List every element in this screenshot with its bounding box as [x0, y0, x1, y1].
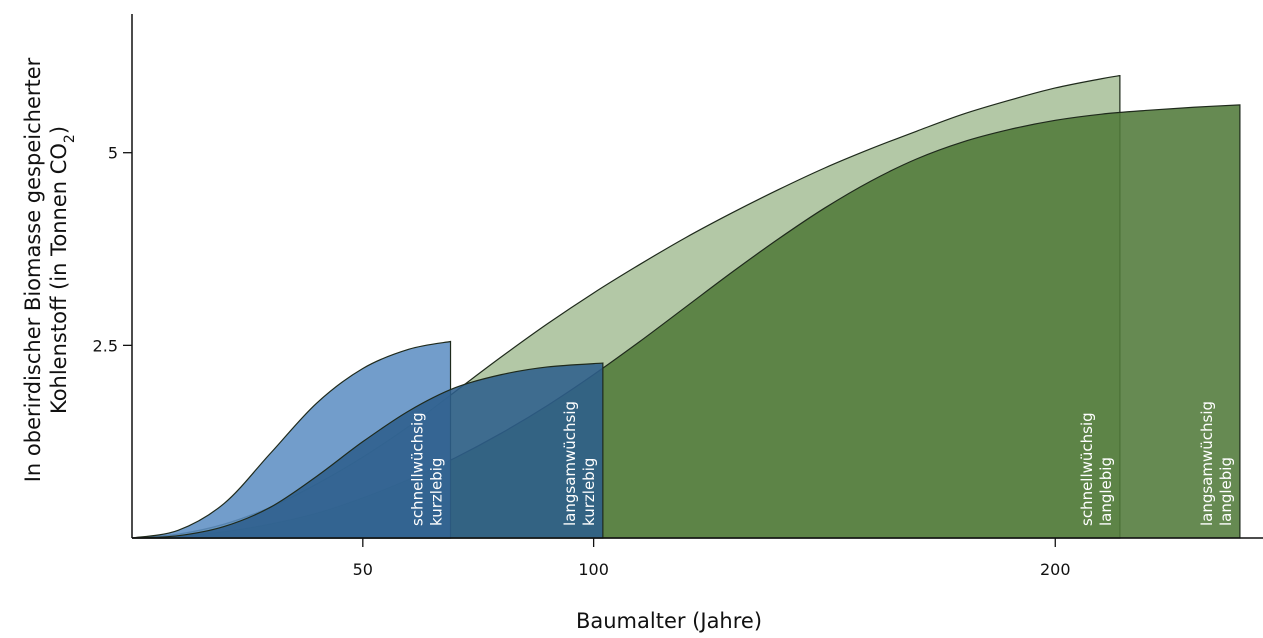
area-label-langsam-lang: langsamwüchsig langlebig	[1198, 401, 1235, 526]
ticks: 50 100 200 2.5 5	[93, 144, 1071, 579]
area-label-line1: schnellwüchsig	[1078, 412, 1096, 526]
axes	[131, 14, 1263, 539]
area-label-line2: langlebig	[1097, 457, 1115, 526]
x-tick-label: 100	[578, 560, 609, 579]
area-label-line1: langsamwüchsig	[561, 401, 579, 526]
y-axis-title-line1: In oberirdischer Biomasse gespeicherter	[21, 57, 45, 482]
area-labels: schnellwüchsig langlebig langsamwüchsig lan…	[409, 401, 1235, 526]
area-label-line2: kurzlebig	[580, 458, 598, 526]
x-tick-label: 200	[1040, 560, 1071, 579]
y-axis-title-line2: Kohlenstoff (in Tonnen CO2)	[47, 126, 78, 414]
chart-areas	[131, 74, 1241, 539]
area-label-schnell-lang: schnellwüchsig langlebig	[1078, 412, 1115, 526]
y-tick-label: 2.5	[93, 336, 118, 355]
y-axis-title: In oberirdischer Biomasse gespeicherter …	[21, 57, 78, 482]
area-label-line2: kurzlebig	[428, 458, 446, 526]
area-label-schnell-kurz: schnellwüchsig kurzlebig	[409, 412, 446, 526]
x-tick-label: 50	[353, 560, 373, 579]
area-label-line1: langsamwüchsig	[1198, 401, 1216, 526]
x-axis-title: Baumalter (Jahre)	[576, 609, 762, 633]
area-label-line2: langlebig	[1217, 457, 1235, 526]
area-label-langsam-kurz: langsamwüchsig kurzlebig	[561, 401, 598, 526]
y-tick-label: 5	[108, 144, 118, 163]
area-label-line1: schnellwüchsig	[409, 412, 427, 526]
area-langsam-kurz	[131, 362, 604, 539]
